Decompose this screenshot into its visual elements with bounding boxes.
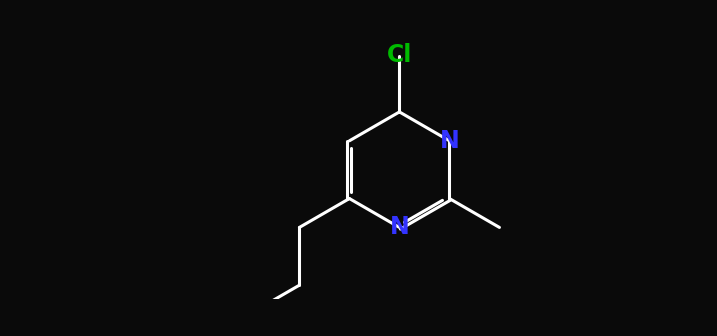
Text: N: N bbox=[389, 215, 409, 240]
Text: Cl: Cl bbox=[386, 43, 412, 67]
Text: N: N bbox=[440, 129, 460, 153]
